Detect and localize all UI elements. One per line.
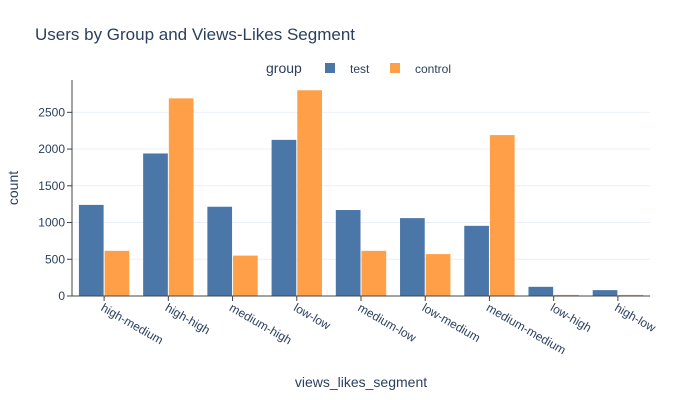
legend-swatch-test[interactable] <box>325 63 335 73</box>
bar-control-medium-medium[interactable] <box>489 135 515 296</box>
bar-test-low-medium[interactable] <box>400 218 425 296</box>
bar-test-low-high[interactable] <box>528 286 554 296</box>
x-tick-label: low-medium <box>420 300 483 344</box>
y-tick-label: 2500 <box>38 105 65 119</box>
x-tick-label: low-low <box>291 300 333 332</box>
bar-test-medium-high[interactable] <box>207 206 233 296</box>
bar-control-low-low[interactable] <box>297 90 322 297</box>
x-tick-label: medium-low <box>356 300 419 345</box>
bar-control-high-high[interactable] <box>168 98 194 297</box>
legend-label-control[interactable]: control <box>415 62 451 76</box>
bar-test-high-medium[interactable] <box>78 204 104 296</box>
x-tick-label: high-medium <box>99 300 166 347</box>
bar-control-medium-high[interactable] <box>233 255 258 296</box>
chart-title: Users by Group and Views-Likes Segment <box>35 25 355 44</box>
gridlines <box>72 111 650 260</box>
legend: group test control <box>266 60 451 76</box>
x-axis-title: views_likes_segment <box>295 374 427 390</box>
legend-title: group <box>266 60 302 76</box>
bars <box>78 90 644 297</box>
bar-control-low-high[interactable] <box>554 294 579 296</box>
x-tick-label: high-low <box>612 300 658 335</box>
x-tick-label: medium-high <box>227 300 294 347</box>
legend-label-test[interactable]: test <box>350 62 370 76</box>
bar-test-low-low[interactable] <box>271 139 297 296</box>
y-tick-label: 1000 <box>38 216 65 230</box>
bar-control-high-medium[interactable] <box>104 250 130 296</box>
legend-swatch-control[interactable] <box>390 63 400 73</box>
y-axis-ticks: 0 500 1000 1500 2000 2500 <box>38 105 72 303</box>
x-tick-label: low-high <box>548 300 594 334</box>
x-tick-label: high-high <box>163 300 213 337</box>
y-tick-label: 500 <box>45 252 65 266</box>
y-tick-label: 2000 <box>38 142 65 156</box>
y-axis-title: count <box>5 171 21 205</box>
bar-control-high-low[interactable] <box>618 294 644 296</box>
bar-test-medium-low[interactable] <box>335 210 361 296</box>
bar-control-low-medium[interactable] <box>425 254 451 296</box>
bar-test-high-high[interactable] <box>143 153 168 296</box>
bar-test-high-low[interactable] <box>592 290 618 296</box>
y-tick-label: 1500 <box>38 179 65 193</box>
y-tick-label: 0 <box>58 289 65 303</box>
bar-control-medium-low[interactable] <box>361 250 387 296</box>
bar-test-medium-medium[interactable] <box>464 225 489 296</box>
